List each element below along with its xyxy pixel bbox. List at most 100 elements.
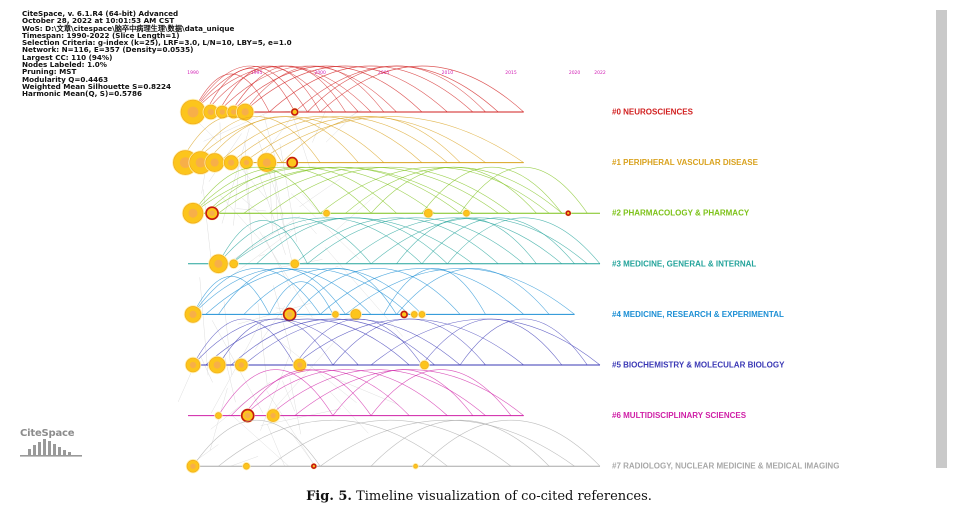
reference-node[interactable] [332, 311, 339, 318]
citation-arc [192, 166, 321, 214]
citation-arc [281, 116, 461, 163]
node-core [244, 412, 251, 419]
citation-arc [319, 65, 524, 113]
citation-arc [447, 217, 601, 264]
background-link [312, 109, 327, 143]
year-tick-label: 1990 [187, 70, 199, 76]
node-core [189, 310, 197, 318]
citation-arc [192, 419, 321, 467]
citation-arc [332, 369, 474, 416]
citation-arc [218, 318, 334, 366]
reference-node[interactable] [420, 360, 429, 370]
background-link [272, 339, 337, 411]
cluster-label: #3 MEDICINE, GENERAL & INTERNAL [612, 259, 756, 268]
citation-arc [307, 65, 486, 113]
node-core [189, 361, 197, 369]
background-link [241, 197, 276, 227]
citation-arc [383, 268, 486, 315]
citation-arc [192, 268, 321, 315]
background-link [267, 424, 285, 467]
background-link [263, 235, 291, 289]
year-tick-label: 1995 [251, 70, 263, 76]
citation-arc [370, 419, 550, 467]
cluster-0: #0 NEUROSCIENCES [179, 65, 694, 126]
citation-arc [459, 318, 588, 366]
reference-node[interactable] [423, 208, 433, 218]
reference-node[interactable] [215, 412, 222, 419]
background-link [282, 380, 295, 412]
year-tick-label: 2015 [505, 70, 517, 76]
reference-node[interactable] [243, 462, 250, 470]
citation-arc [320, 167, 550, 214]
reference-node[interactable] [565, 210, 572, 216]
reference-node[interactable] [350, 309, 362, 320]
year-tick-label: 2020 [569, 70, 581, 76]
background-link [233, 157, 240, 226]
citation-arc [269, 420, 512, 467]
node-core [219, 109, 225, 115]
background-link [279, 143, 298, 242]
background-link [266, 390, 316, 467]
metadata-panel: CiteSpace, v. 6.1.R4 (64-bit) Advanced Oc… [22, 10, 292, 98]
vertical-scrollbar[interactable] [936, 10, 947, 468]
cluster-label: #0 NEUROSCIENCES [612, 108, 694, 117]
background-link [198, 352, 213, 383]
figure-caption: Fig. 5. Timeline visualization of co-cit… [0, 489, 958, 504]
node-core [262, 158, 271, 167]
year-tick-label: 2010 [442, 70, 454, 76]
reference-node[interactable] [229, 259, 238, 269]
reference-node[interactable] [411, 311, 418, 318]
citation-arc [243, 65, 385, 113]
citation-arc [218, 217, 372, 264]
node-core [179, 157, 191, 169]
background-link [325, 109, 359, 143]
citation-arc [230, 369, 410, 416]
background-link [273, 166, 278, 221]
citation-arc [192, 268, 372, 315]
reference-node[interactable] [286, 156, 299, 169]
reference-node[interactable] [418, 311, 426, 318]
reference-node[interactable] [290, 259, 300, 269]
citation-arc [192, 65, 334, 113]
background-link [273, 285, 292, 352]
citation-arc [218, 65, 321, 113]
citation-arc [396, 268, 550, 315]
metadata-line: Largest CC: 110 (94%) [22, 52, 113, 62]
caption-label: Fig. 5. [306, 489, 352, 504]
node-core [207, 108, 214, 116]
citation-arc [370, 167, 537, 214]
citation-arc [332, 318, 486, 366]
node-core [238, 362, 245, 368]
reference-node[interactable] [290, 108, 299, 116]
cluster-2: #2 PHARMACOLOGY & PHARMACY [181, 166, 750, 225]
citation-arc [269, 167, 512, 214]
reference-node[interactable] [311, 463, 317, 470]
background-link [260, 408, 341, 426]
cluster-label: #1 PERIPHERAL VASCULAR DISEASE [612, 158, 759, 167]
reference-node[interactable] [323, 209, 330, 217]
reference-node[interactable] [400, 310, 408, 319]
reference-node[interactable] [413, 463, 418, 469]
citation-arc [396, 217, 537, 264]
background-link [259, 176, 286, 255]
metadata-line: Timespan: 1990-2022 (Slice Length=1) [22, 30, 180, 40]
citation-arc [319, 268, 524, 315]
citation-arc [192, 116, 384, 163]
background-link [269, 180, 273, 235]
citation-arc [192, 73, 270, 113]
citation-arc [243, 369, 372, 416]
metadata-line: CiteSpace, v. 6.1.R4 (64-bit) Advanced [22, 9, 179, 18]
citation-arc [192, 65, 308, 113]
citation-arc [421, 167, 563, 214]
reference-node[interactable] [463, 209, 470, 217]
citation-arc [180, 116, 283, 163]
cluster-7: #7 RADIOLOGY, NUCLEAR MEDICINE & MEDICAL… [185, 419, 839, 474]
clusters-layer: #0 NEUROSCIENCES #1 PERIPHERAL VASCULAR D… [172, 65, 839, 474]
citation-arc [345, 217, 563, 265]
citation-arc [230, 65, 423, 113]
citation-arc [345, 167, 563, 214]
citation-arc [459, 166, 588, 214]
cluster-label: #5 BIOCHEMISTRY & MOLECULAR BIOLOGY [612, 361, 785, 370]
citation-arc [218, 116, 423, 163]
node-core [188, 208, 198, 218]
